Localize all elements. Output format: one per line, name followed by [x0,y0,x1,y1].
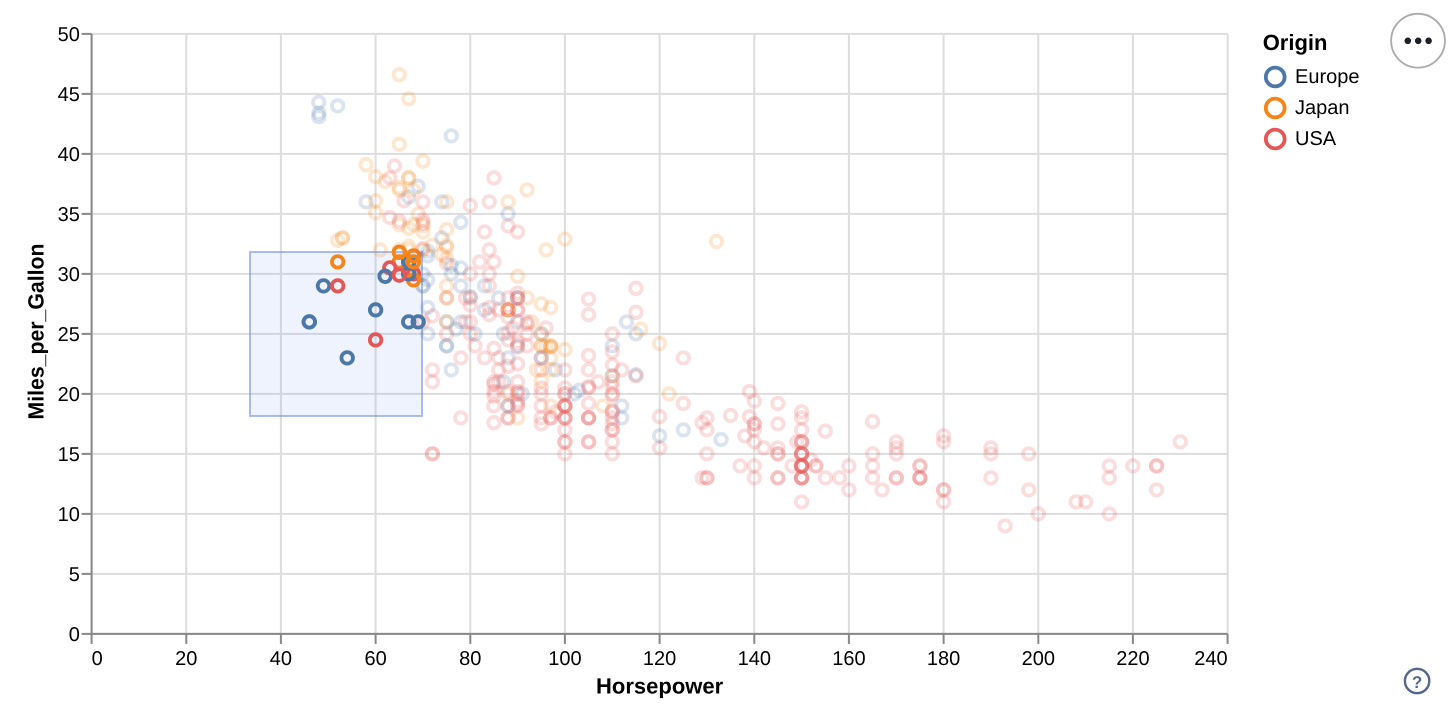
svg-text:0: 0 [92,648,103,670]
svg-text:50: 50 [58,24,80,46]
svg-text:60: 60 [364,648,386,670]
svg-text:15: 15 [58,444,80,466]
svg-text:160: 160 [832,648,865,670]
svg-text:200: 200 [1022,648,1055,670]
svg-text:Miles_per_Gallon: Miles_per_Gallon [24,244,49,420]
svg-text:220: 220 [1116,648,1149,670]
svg-text:35: 35 [58,204,80,226]
svg-text:10: 10 [58,504,80,526]
svg-text:80: 80 [459,648,481,670]
svg-text:45: 45 [58,84,80,106]
svg-text:30: 30 [58,264,80,286]
svg-text:140: 140 [738,648,771,670]
svg-text:0: 0 [69,624,80,646]
svg-text:180: 180 [927,648,960,670]
svg-text:Japan: Japan [1295,97,1350,119]
svg-text:240: 240 [1194,648,1227,670]
svg-text:?: ? [1412,673,1422,692]
svg-text:Origin: Origin [1263,30,1328,55]
svg-text:USA: USA [1295,128,1337,150]
svg-text:20: 20 [58,384,80,406]
svg-text:40: 40 [270,648,292,670]
svg-text:100: 100 [548,648,581,670]
svg-text:Europe: Europe [1295,66,1360,88]
svg-text:5: 5 [69,564,80,586]
svg-text:40: 40 [58,144,80,166]
svg-text:Horsepower: Horsepower [596,674,724,699]
svg-text:25: 25 [58,324,80,346]
svg-text:20: 20 [175,648,197,670]
svg-text:120: 120 [643,648,676,670]
